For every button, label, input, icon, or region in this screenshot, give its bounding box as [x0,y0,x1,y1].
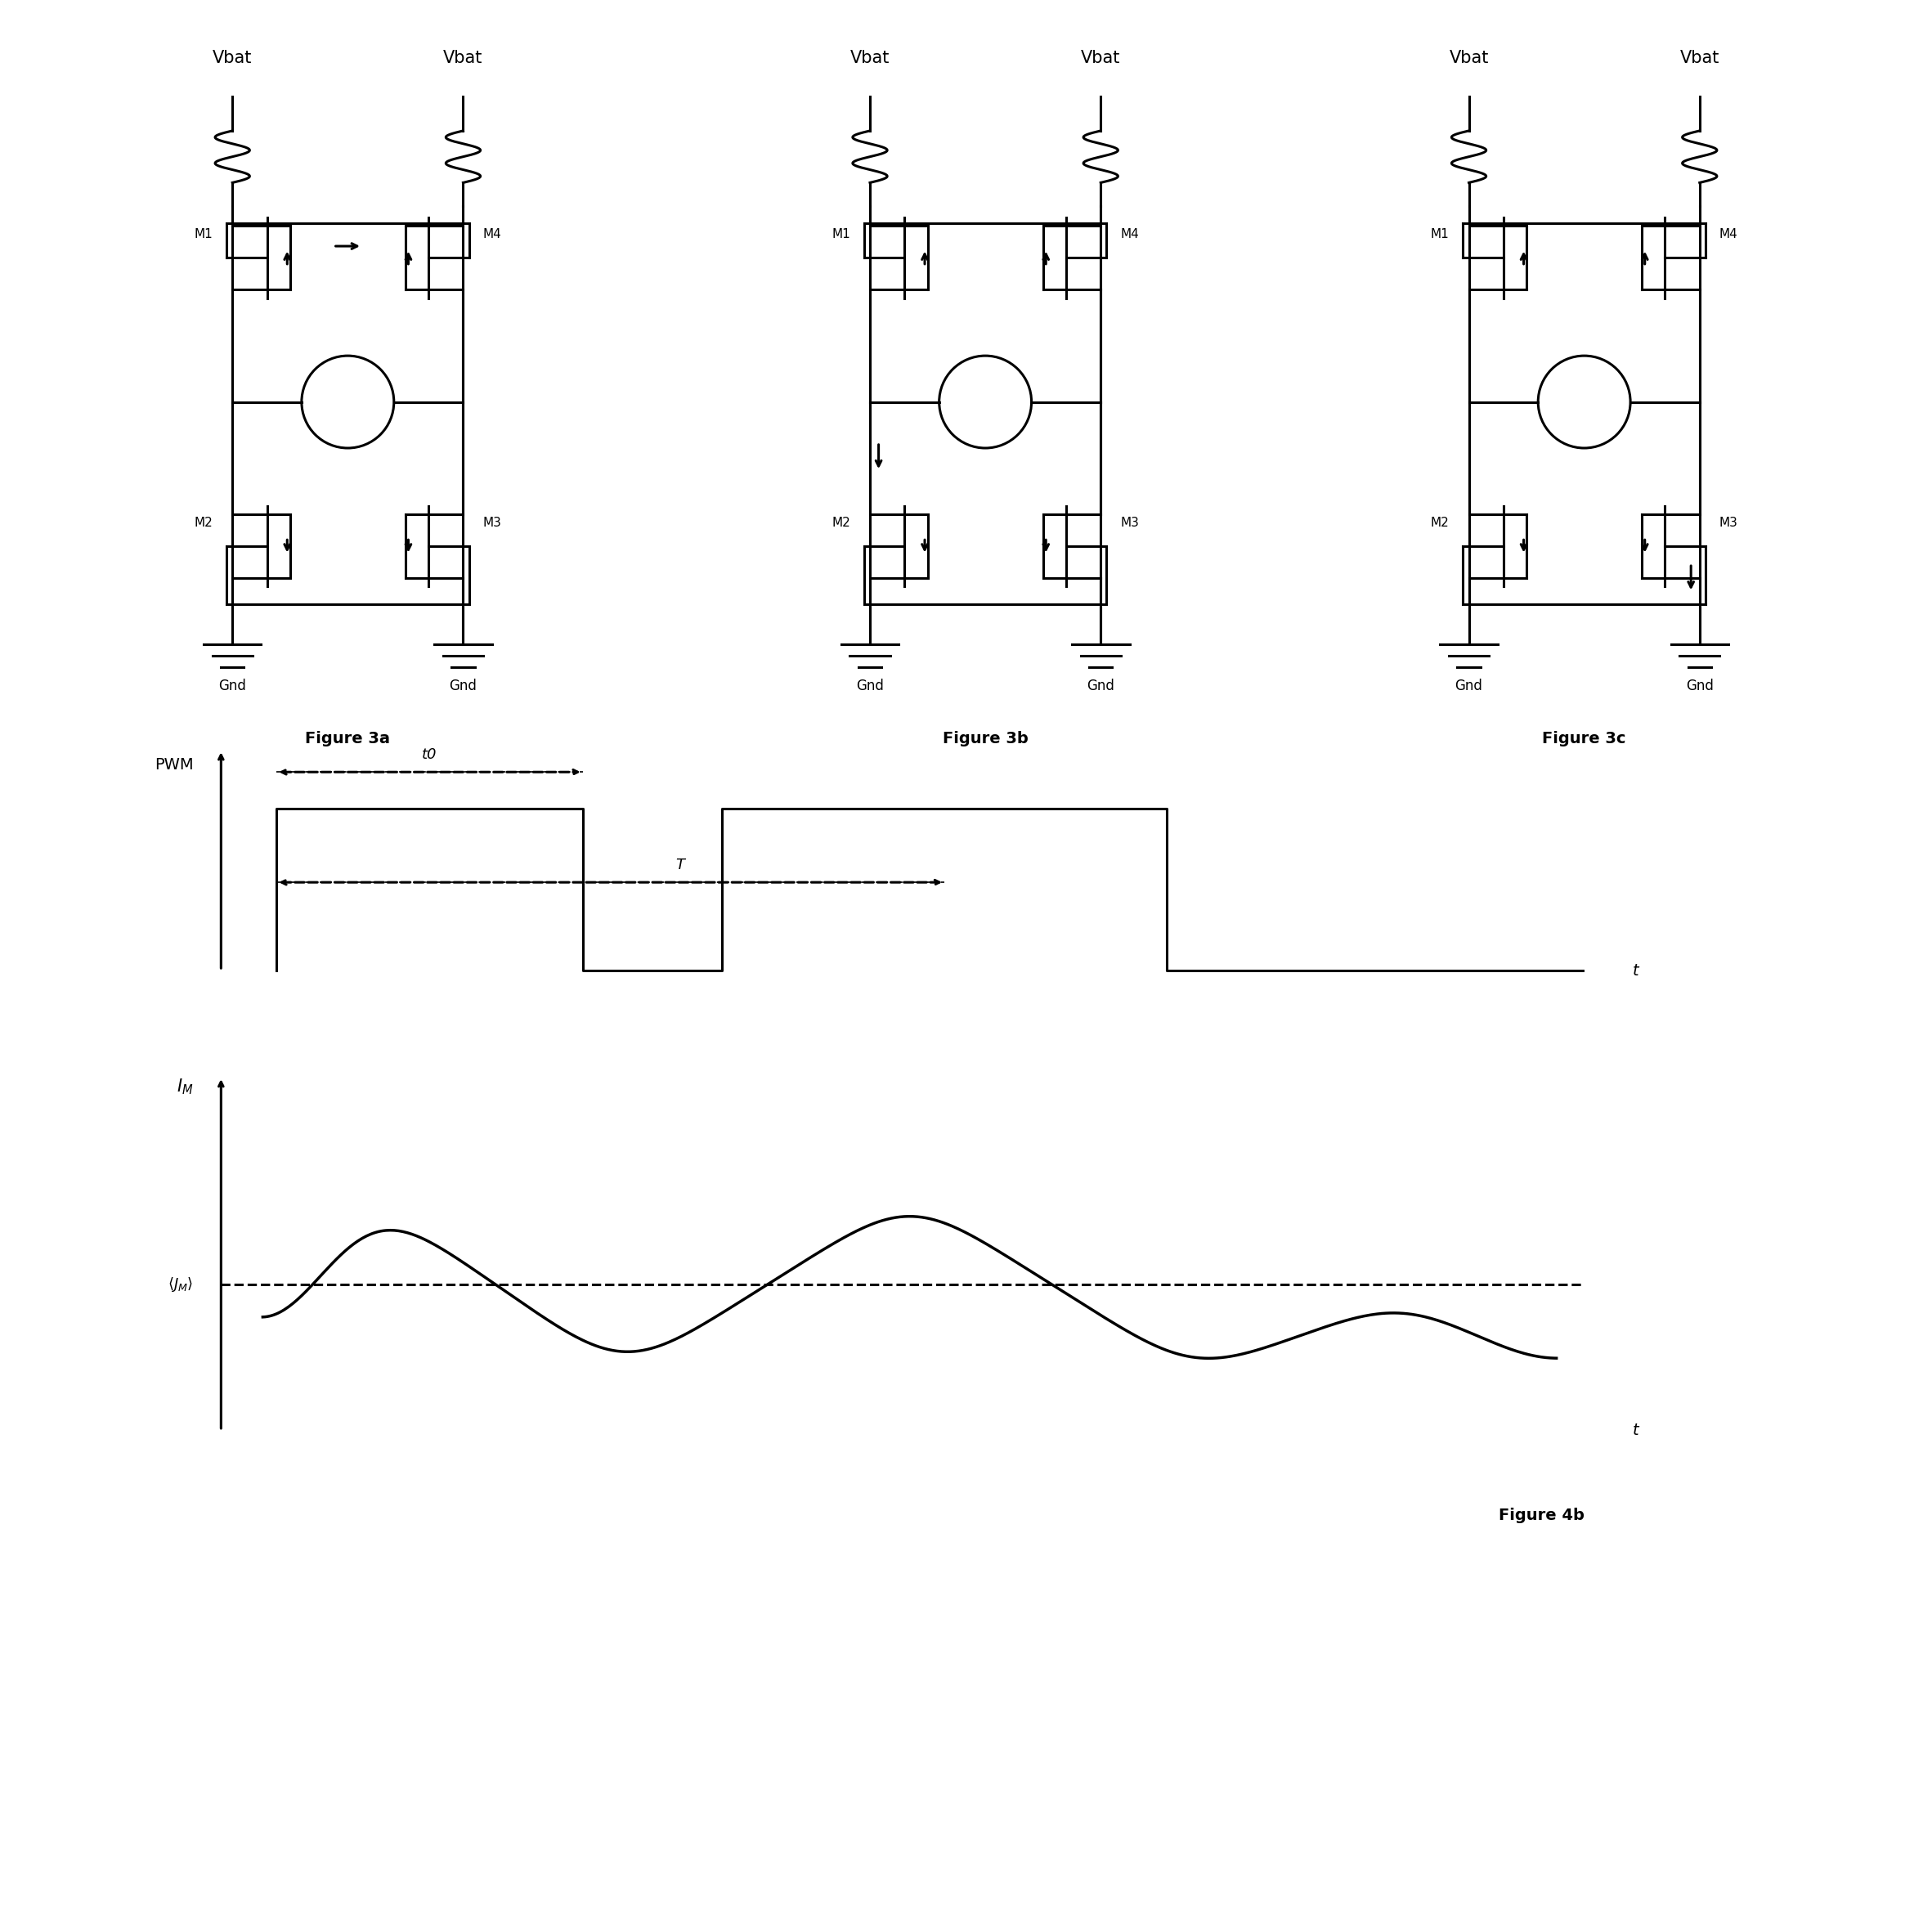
Text: Gnd: Gnd [1687,679,1714,694]
Text: M4: M4 [483,229,500,240]
Text: M2: M2 [195,517,213,529]
Text: M3: M3 [483,517,500,529]
Text: M2: M2 [1432,517,1449,529]
Text: Gnd: Gnd [450,679,477,694]
Text: Vbat: Vbat [213,50,253,67]
Text: Vbat: Vbat [1080,50,1121,67]
Text: M4: M4 [1121,229,1138,240]
Text: Figure 4b: Figure 4b [1499,1508,1584,1523]
Text: Figure 3a: Figure 3a [305,731,390,746]
Text: Gnd: Gnd [218,679,245,694]
Text: Vbat: Vbat [1449,50,1490,67]
Text: Figure 3c: Figure 3c [1542,731,1627,746]
Text: T: T [676,858,684,871]
Text: t: t [1633,1423,1638,1438]
Text: M3: M3 [1719,517,1737,529]
Text: Figure 3b: Figure 3b [943,731,1028,746]
Text: Vbat: Vbat [442,50,483,67]
Text: PWM: PWM [155,758,193,773]
Text: M1: M1 [1432,229,1449,240]
Text: Gnd: Gnd [1088,679,1115,694]
Text: M3: M3 [1121,517,1138,529]
Circle shape [1538,356,1631,448]
Text: t: t [1633,963,1638,979]
Circle shape [939,356,1032,448]
Text: M1: M1 [195,229,213,240]
Text: t0: t0 [421,746,437,762]
Text: M2: M2 [833,517,850,529]
Text: M4: M4 [1719,229,1737,240]
Text: Vbat: Vbat [1679,50,1719,67]
Text: Gnd: Gnd [856,679,883,694]
Text: Vbat: Vbat [850,50,891,67]
Text: Gnd: Gnd [1455,679,1482,694]
Text: $I_M$: $I_M$ [176,1077,193,1096]
Text: M1: M1 [833,229,850,240]
Circle shape [301,356,394,448]
Text: $\langle J_M \rangle$: $\langle J_M \rangle$ [168,1275,193,1294]
